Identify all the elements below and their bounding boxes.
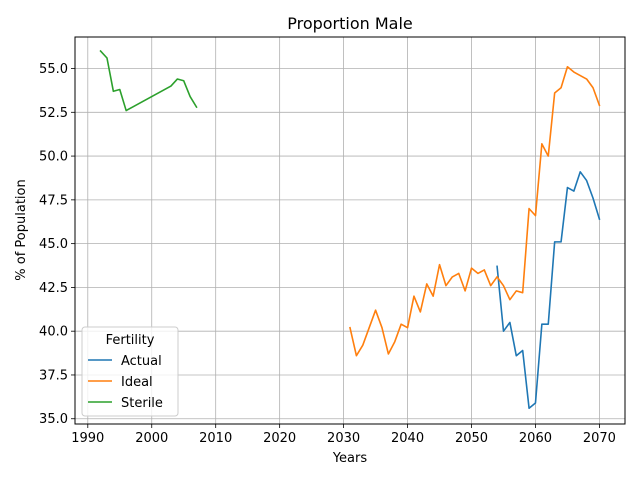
- series-line-ideal: [349, 65, 601, 357]
- x-tick-label: 2060: [519, 431, 552, 446]
- legend-label-sterile: Sterile: [121, 396, 163, 411]
- x-tick-label: 2030: [327, 431, 360, 446]
- series-line-actual: [496, 171, 601, 410]
- y-tick-label: 42.5: [39, 281, 68, 296]
- legend-title: Fertility: [106, 333, 155, 348]
- y-tick-label: 52.5: [39, 106, 68, 121]
- y-tick-label: 45.0: [39, 237, 68, 252]
- x-tick-label: 1990: [71, 431, 104, 446]
- y-tick-label: 50.0: [39, 150, 68, 165]
- axis-ticks: 1990 2000 2010 2020 2030 2040 2050 2060 2070 35.0…: [39, 62, 616, 446]
- x-tick-label: 2070: [583, 431, 616, 446]
- series-line-sterile: [99, 49, 198, 112]
- legend-items: Actual Ideal Sterile: [88, 354, 163, 411]
- y-tick-label: 37.5: [39, 368, 68, 383]
- grid-lines: [75, 37, 625, 424]
- legend: Fertility Actual Ideal Sterile: [81, 326, 179, 417]
- legend-label-actual: Actual: [121, 354, 162, 369]
- y-tick-label: 55.0: [39, 62, 68, 77]
- legend-label-ideal: Ideal: [121, 375, 153, 390]
- y-tick-label: 35.0: [39, 412, 68, 427]
- y-tick-label: 40.0: [39, 325, 68, 340]
- legend-box: [81, 326, 179, 417]
- y-tick-label: 47.5: [39, 193, 68, 208]
- x-tick-label: 2050: [455, 431, 488, 446]
- plot-frame: [74, 36, 626, 425]
- x-axis-title: Years: [332, 451, 368, 466]
- x-tick-label: 2010: [199, 431, 232, 446]
- x-tick-label: 2040: [391, 431, 424, 446]
- series-lines: [99, 49, 601, 410]
- y-axis-title: % of Population: [14, 179, 29, 280]
- x-tick-label: 2020: [263, 431, 296, 446]
- x-tick-label: 2000: [135, 431, 168, 446]
- chart-title: Proportion Male: [287, 14, 413, 33]
